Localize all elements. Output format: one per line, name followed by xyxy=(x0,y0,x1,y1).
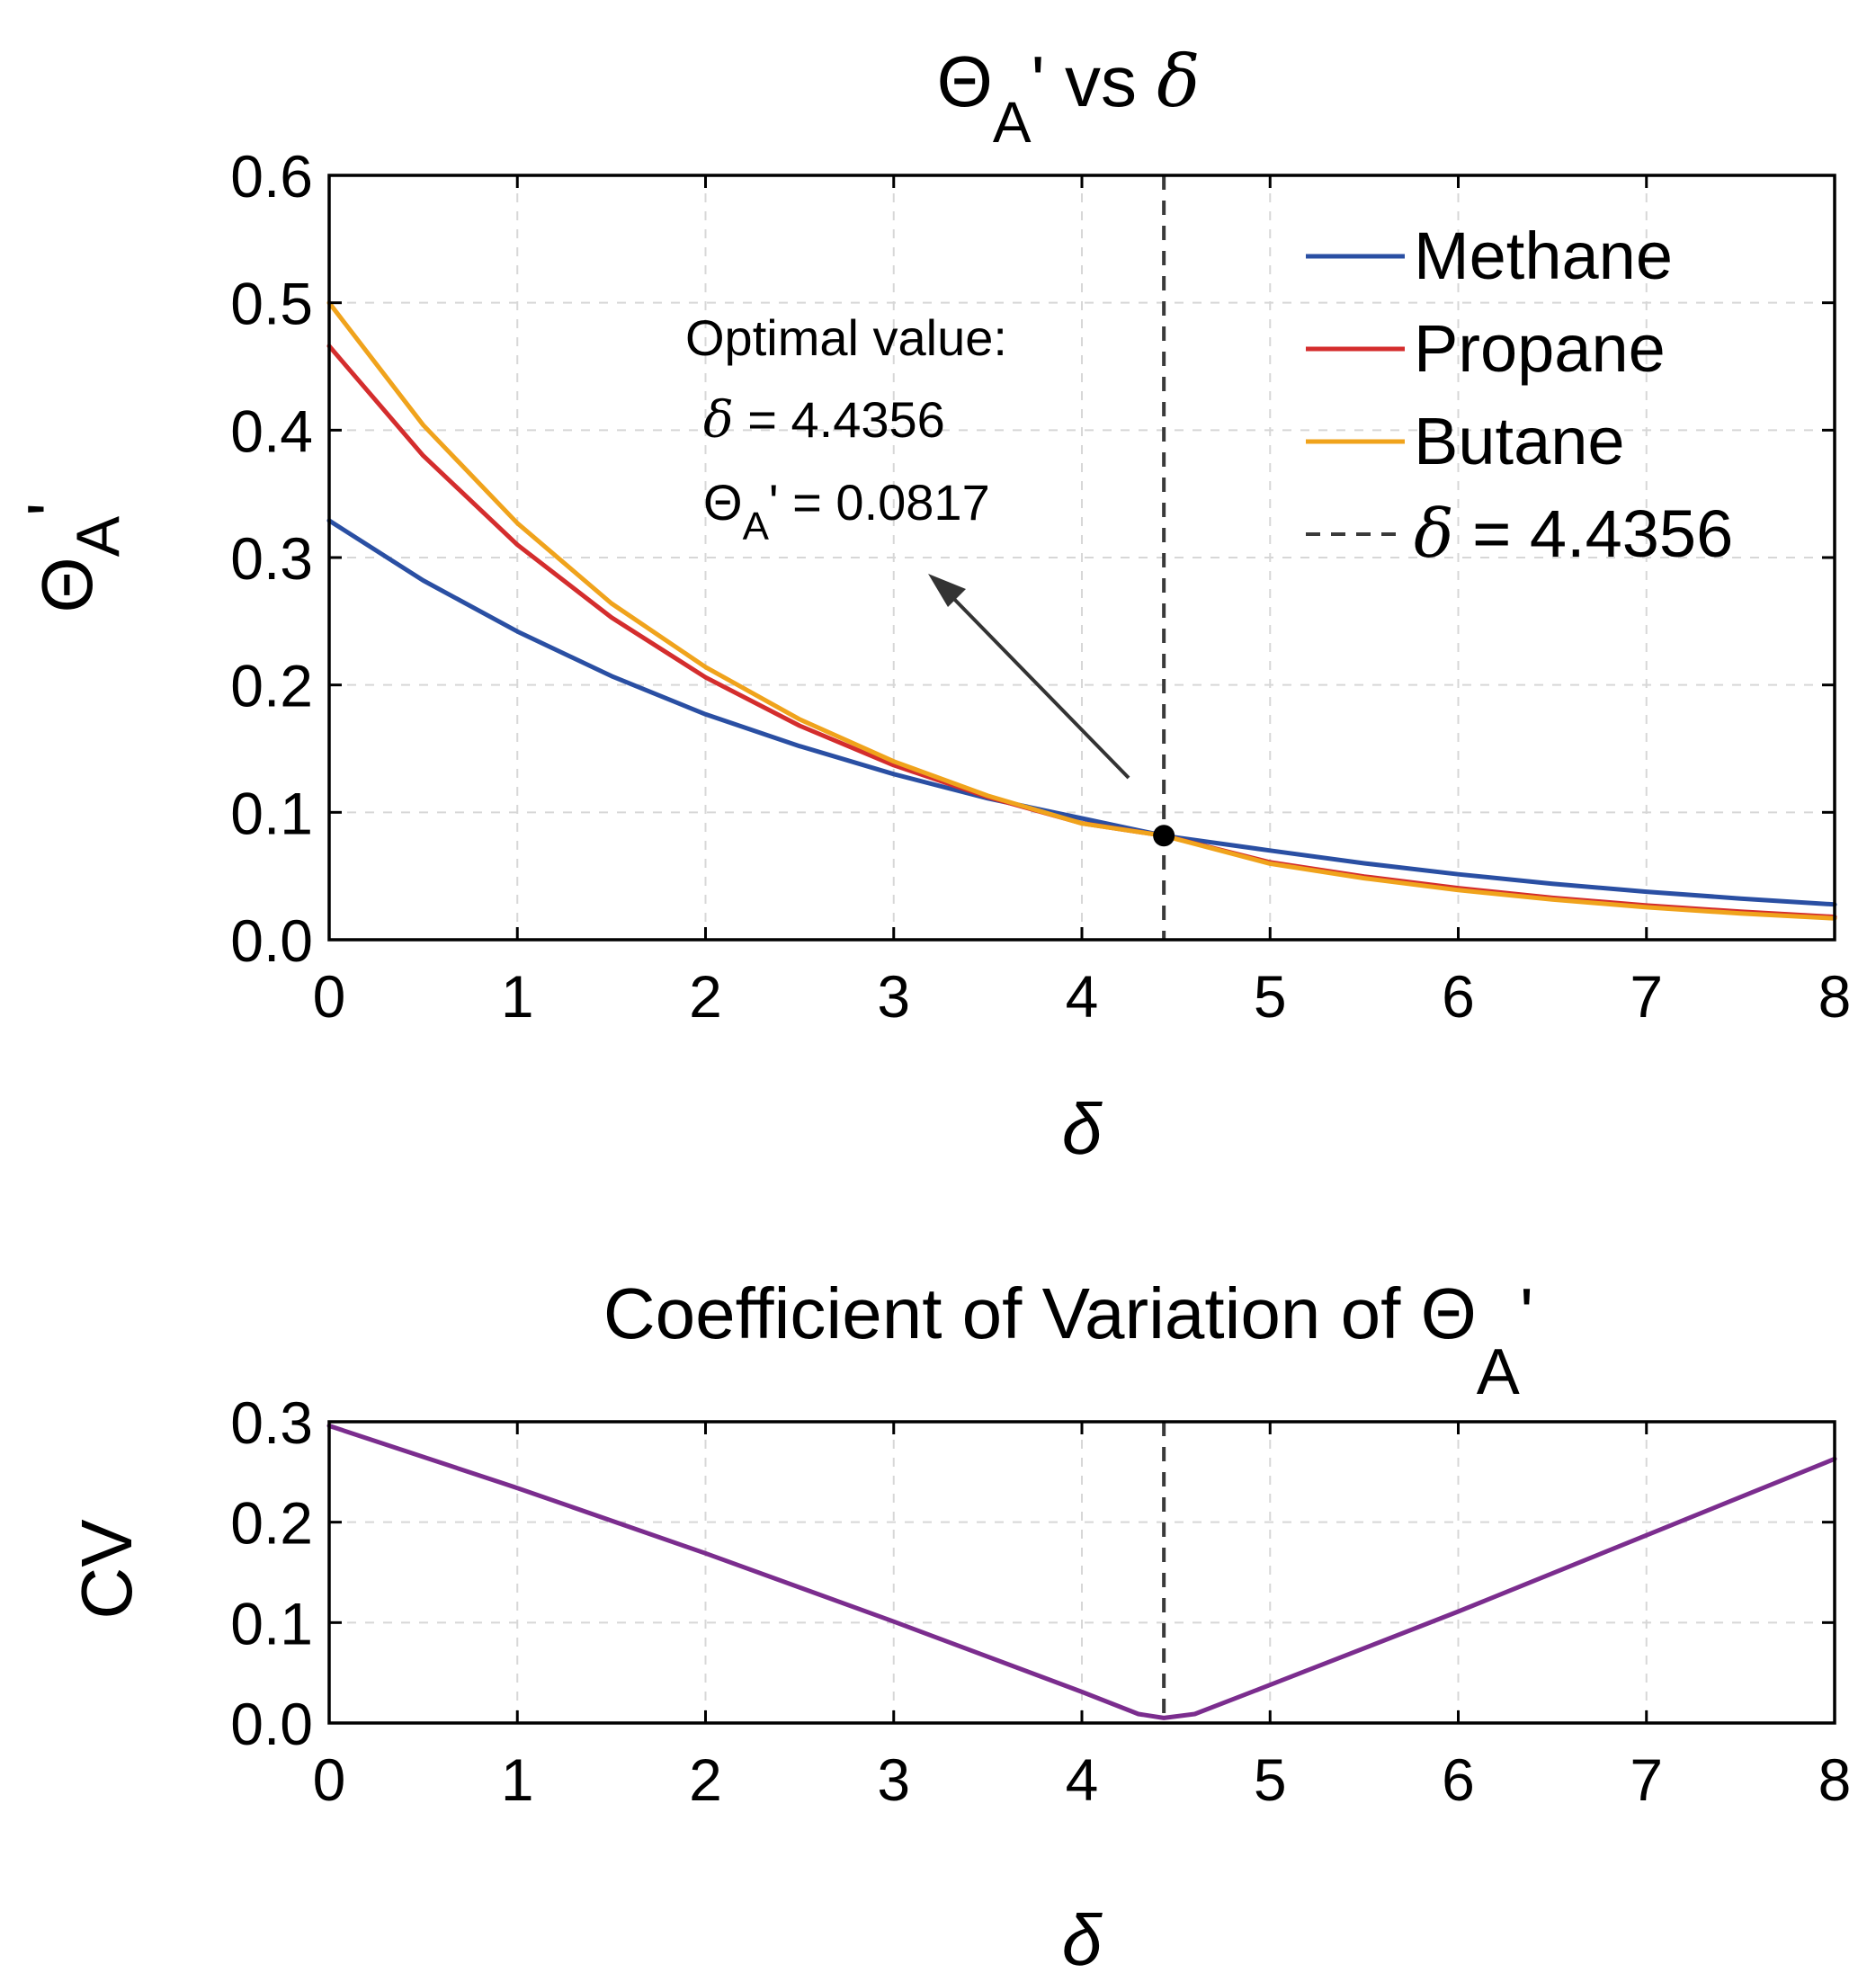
x-tick-label: 4 xyxy=(1066,963,1099,1030)
bottom-grid xyxy=(329,1422,1835,1723)
annotation-arrow-shaft xyxy=(947,592,1130,780)
top-tick-marks xyxy=(327,174,1836,942)
top-y-tick-labels: 0.0 0.1 0.2 0.3 0.4 0.5 0.6 xyxy=(230,143,313,974)
y-tick-label: 0.0 xyxy=(230,907,313,974)
bottom-x-axis-label: δ xyxy=(1062,1900,1103,1980)
top-series-group xyxy=(326,300,1837,921)
top-optimal-point xyxy=(1153,825,1175,847)
x-tick-label: 1 xyxy=(501,963,534,1030)
x-tick-label: 1 xyxy=(501,1746,534,1813)
x-tick-label: 7 xyxy=(1630,963,1663,1030)
top-chart-title: ΘA' vs δ xyxy=(937,40,1201,155)
top-y-axis-label: ΘA' xyxy=(13,503,132,613)
y-tick-label: 0.3 xyxy=(230,525,313,592)
x-tick-label: 3 xyxy=(877,1746,910,1813)
x-tick-label: 5 xyxy=(1254,963,1287,1030)
series-line-butane xyxy=(326,300,1837,921)
top-x-axis-label: δ xyxy=(1062,1089,1103,1169)
annotation-arrow-head xyxy=(928,574,966,607)
bottom-chart: Coefficient of Variation of ΘA' 0 1 2 3 4 5 6 7… xyxy=(67,1273,1851,1980)
optimal-point-marker xyxy=(1153,825,1175,847)
y-tick-label: 0.2 xyxy=(230,653,313,719)
x-tick-label: 8 xyxy=(1818,963,1852,1030)
series-line-methane xyxy=(326,518,1837,907)
y-tick-label: 0.5 xyxy=(230,271,313,337)
y-tick-label: 0.1 xyxy=(230,1590,313,1656)
y-tick-label: 0.6 xyxy=(230,143,313,210)
x-tick-label: 8 xyxy=(1818,1746,1852,1813)
optimal-annotation: Optimal value: δ = 4.4356 ΘA' = 0.0817 xyxy=(685,309,1130,780)
bottom-y-axis-label: CV xyxy=(67,1519,147,1620)
top-x-tick-labels: 0 1 2 3 4 5 6 7 8 xyxy=(313,963,1852,1030)
x-tick-label: 0 xyxy=(313,963,346,1030)
y-tick-label: 0.0 xyxy=(230,1691,313,1757)
annotation-line-2: δ = 4.4356 xyxy=(703,391,945,450)
bottom-x-tick-labels: 0 1 2 3 4 5 6 7 8 xyxy=(313,1746,1852,1813)
y-tick-label: 0.3 xyxy=(230,1389,313,1456)
legend-label-propane: Propane xyxy=(1414,311,1666,386)
x-tick-label: 3 xyxy=(877,963,910,1030)
series-line-cv xyxy=(326,1424,1837,1720)
x-tick-label: 6 xyxy=(1442,1746,1475,1813)
y-tick-label: 0.4 xyxy=(230,397,313,464)
x-tick-label: 7 xyxy=(1630,1746,1663,1813)
x-tick-label: 4 xyxy=(1066,1746,1099,1813)
bottom-series-group xyxy=(326,1424,1837,1720)
top-chart: ΘA' vs δ 0 1 2 3 4 5 6 7 8 0.0 0.1 0.2 0.3 0.4 0.5 0.6… xyxy=(13,40,1851,1169)
annotation-line-1: Optimal value: xyxy=(685,309,1007,366)
annotation-line-3: ΘA' = 0.0817 xyxy=(703,474,990,549)
legend-label-butane: Butane xyxy=(1414,404,1625,478)
x-tick-label: 2 xyxy=(689,963,722,1030)
bottom-chart-title: Coefficient of Variation of ΘA' xyxy=(603,1273,1533,1408)
y-tick-label: 0.1 xyxy=(230,780,313,846)
y-tick-label: 0.2 xyxy=(230,1490,313,1557)
x-tick-label: 0 xyxy=(313,1746,346,1813)
legend-label-optimal-delta: δ = 4.4356 xyxy=(1414,496,1733,573)
x-tick-label: 6 xyxy=(1442,963,1475,1030)
bottom-y-tick-labels: 0.0 0.1 0.2 0.3 xyxy=(230,1389,313,1757)
bottom-tick-marks xyxy=(327,1420,1836,1725)
top-legend: Methane Propane Butane δ = 4.4356 xyxy=(1306,219,1733,573)
legend-label-methane: Methane xyxy=(1414,219,1673,293)
top-grid xyxy=(329,175,1835,940)
x-tick-label: 2 xyxy=(689,1746,722,1813)
x-tick-label: 5 xyxy=(1254,1746,1287,1813)
